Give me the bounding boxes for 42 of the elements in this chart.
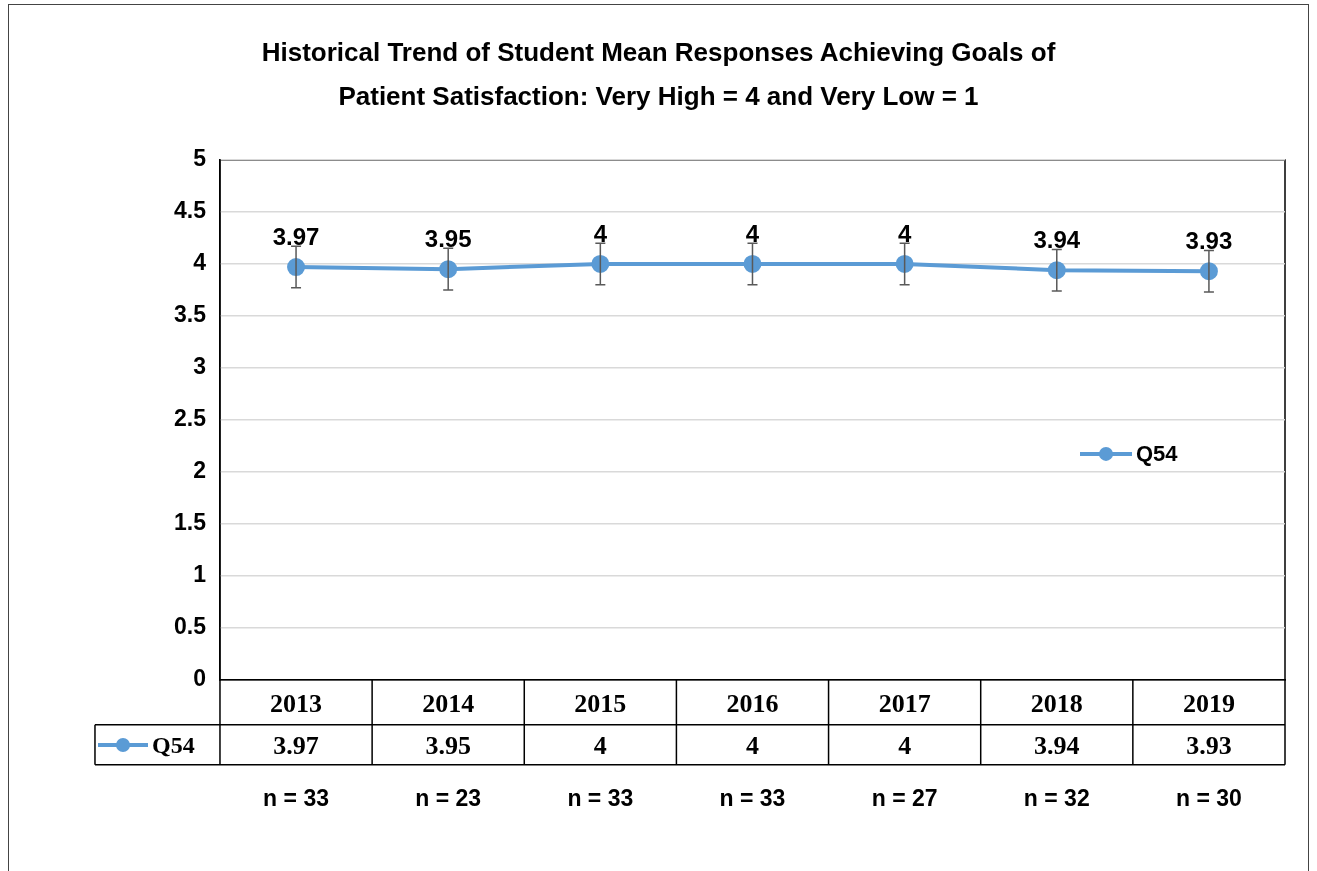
data-label: 4 [745, 219, 760, 247]
text: 4 [898, 730, 912, 760]
data-label: 4 [897, 219, 912, 247]
y-tick-label: 4 [193, 249, 207, 276]
text: 4 [593, 730, 607, 760]
x-tick-label: 2015 [574, 689, 627, 719]
text: n = 32 [1023, 785, 1090, 812]
text: 3.93 [1186, 730, 1232, 760]
chart-title: Historical Trend of Student Mean Responses Achieving Goals of Patient Satisfaction: Very High = 4 and Very Low = 1 [260, 36, 1057, 113]
data-label: 3.94 [1033, 226, 1081, 254]
data-label: 4 [593, 219, 608, 247]
x-tick-label: 2018 [1030, 689, 1083, 719]
x-tick-label: 2014 [422, 689, 475, 719]
legend-label: Q54 [1136, 440, 1179, 466]
y-tick-label: 3.5 [173, 301, 207, 328]
text: n = 27 [871, 785, 938, 812]
x-tick-label: 2017 [878, 689, 931, 719]
x-tick-label: 2019 [1182, 689, 1235, 719]
text: 4 [745, 730, 759, 760]
y-tick-label: 2 [193, 457, 206, 484]
text: n = 23 [415, 785, 482, 812]
text: n = 33 [719, 785, 786, 812]
y-tick-label: 5 [193, 145, 207, 172]
data-label: 3.95 [424, 225, 472, 253]
text: Q54 [151, 732, 195, 758]
text: 3.94 [1034, 730, 1080, 760]
data-label: 3.97 [272, 223, 320, 251]
x-tick-label: 2013 [270, 689, 323, 719]
y-tick-label: 4.5 [173, 197, 207, 224]
data-label: 3.93 [1185, 227, 1233, 255]
y-tick-label: 2.5 [173, 405, 207, 432]
text: 3.95 [425, 730, 471, 760]
y-tick-label: 1 [193, 561, 207, 588]
y-tick-label: 1.5 [173, 509, 207, 536]
y-tick-label: 0.5 [173, 613, 207, 640]
text: n = 33 [567, 785, 634, 812]
y-tick-label: 3 [193, 353, 206, 380]
text: n = 33 [263, 785, 329, 812]
x-tick-label: 2016 [726, 689, 779, 719]
text: n = 30 [1176, 785, 1242, 812]
text: 3.97 [273, 730, 319, 760]
y-tick-label: 0 [193, 665, 206, 692]
